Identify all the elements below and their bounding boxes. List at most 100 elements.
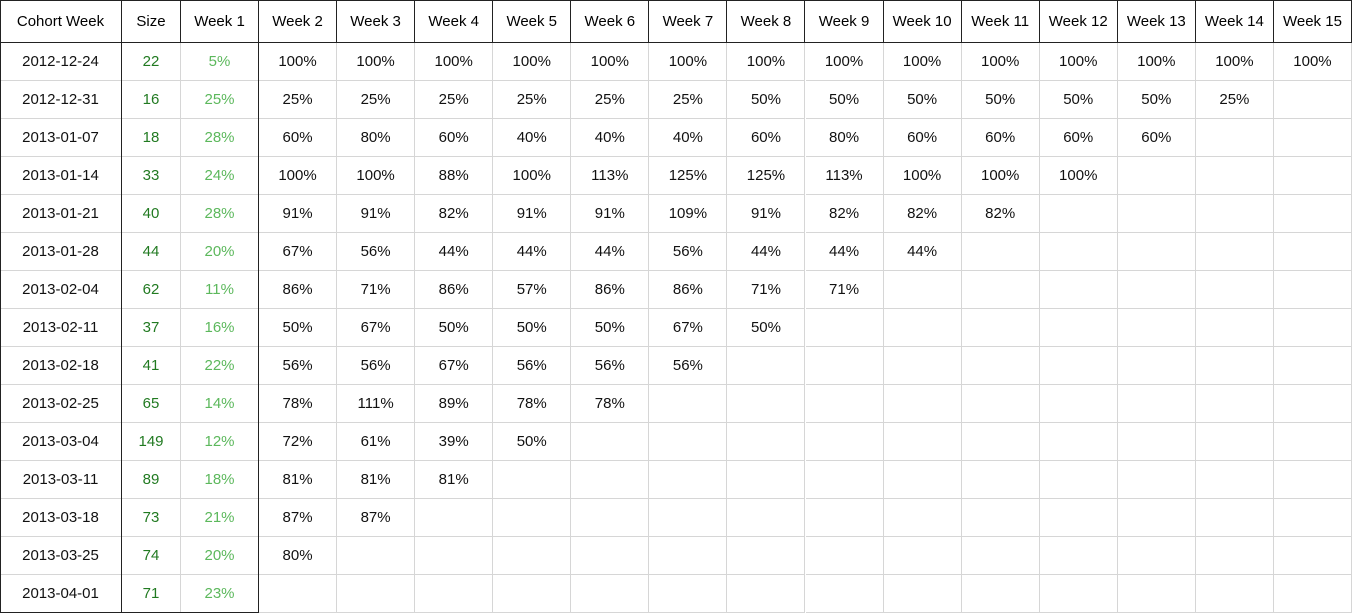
retention-cell: 56% xyxy=(259,347,338,385)
header-cell: Week 14 xyxy=(1195,0,1274,43)
retention-cell xyxy=(1273,119,1352,157)
retention-cell: 67% xyxy=(649,309,728,347)
retention-cell xyxy=(1039,195,1118,233)
retention-cell xyxy=(883,575,962,613)
retention-cell xyxy=(805,385,884,423)
retention-cell xyxy=(415,499,494,537)
retention-cell xyxy=(961,537,1040,575)
retention-cell xyxy=(1117,271,1196,309)
retention-cell: 100% xyxy=(883,43,962,81)
retention-cell: 91% xyxy=(727,195,806,233)
retention-cell xyxy=(1273,233,1352,271)
retention-cell xyxy=(961,499,1040,537)
retention-cell: 11% xyxy=(181,271,259,309)
retention-cell xyxy=(883,309,962,347)
retention-cell: 25% xyxy=(1195,81,1274,119)
retention-cell: 82% xyxy=(415,195,494,233)
retention-cell xyxy=(1039,499,1118,537)
retention-cell: 67% xyxy=(337,309,416,347)
retention-cell: 60% xyxy=(1117,119,1196,157)
retention-cell: 25% xyxy=(415,81,494,119)
retention-cell xyxy=(805,309,884,347)
retention-cell: 50% xyxy=(571,309,650,347)
retention-cell xyxy=(727,347,806,385)
retention-cell xyxy=(1195,537,1274,575)
retention-cell xyxy=(493,575,572,613)
border-line xyxy=(0,0,1,613)
retention-cell xyxy=(727,499,806,537)
retention-cell xyxy=(571,575,650,613)
retention-cell: 100% xyxy=(961,157,1040,195)
cohort-date: 2013-02-11 xyxy=(0,309,122,347)
retention-cell: 80% xyxy=(259,537,338,575)
retention-cell xyxy=(1039,423,1118,461)
retention-cell: 50% xyxy=(1117,81,1196,119)
retention-cell xyxy=(1195,119,1274,157)
retention-cell xyxy=(805,423,884,461)
retention-cell xyxy=(1195,233,1274,271)
retention-cell: 82% xyxy=(805,195,884,233)
retention-cell: 50% xyxy=(961,81,1040,119)
retention-cell xyxy=(337,537,416,575)
retention-cell xyxy=(1273,537,1352,575)
cohort-date: 2013-03-11 xyxy=(0,461,122,499)
retention-cell: 24% xyxy=(181,157,259,195)
retention-cell: 25% xyxy=(649,81,728,119)
cohort-date: 2013-01-21 xyxy=(0,195,122,233)
retention-cell: 100% xyxy=(1039,43,1118,81)
retention-cell xyxy=(1273,309,1352,347)
retention-cell xyxy=(883,271,962,309)
retention-cell: 40% xyxy=(649,119,728,157)
retention-cell: 100% xyxy=(415,43,494,81)
retention-cell xyxy=(1039,575,1118,613)
retention-cell: 20% xyxy=(181,537,259,575)
border-line xyxy=(258,0,259,613)
retention-cell xyxy=(805,347,884,385)
cohort-date: 2013-01-28 xyxy=(0,233,122,271)
cohort-size: 89 xyxy=(122,461,181,499)
cohort-date: 2013-02-18 xyxy=(0,347,122,385)
header-cell: Week 9 xyxy=(805,0,884,43)
cohort-size: 40 xyxy=(122,195,181,233)
retention-cell: 56% xyxy=(337,233,416,271)
retention-cell xyxy=(1117,575,1196,613)
retention-cell xyxy=(961,423,1040,461)
cohort-date: 2013-02-25 xyxy=(0,385,122,423)
cohort-date: 2013-01-07 xyxy=(0,119,122,157)
retention-cell xyxy=(1039,347,1118,385)
retention-cell xyxy=(649,461,728,499)
cohort-size: 73 xyxy=(122,499,181,537)
retention-cell: 25% xyxy=(337,81,416,119)
header-cell: Week 2 xyxy=(259,0,338,43)
retention-cell xyxy=(1117,461,1196,499)
retention-cell xyxy=(1195,157,1274,195)
header-cell: Week 1 xyxy=(181,0,259,43)
header-cell: Week 3 xyxy=(337,0,416,43)
retention-cell: 25% xyxy=(259,81,338,119)
retention-cell xyxy=(1195,423,1274,461)
cohort-date: 2013-03-04 xyxy=(0,423,122,461)
retention-cell: 14% xyxy=(181,385,259,423)
retention-cell: 100% xyxy=(1117,43,1196,81)
retention-cell: 100% xyxy=(1195,43,1274,81)
retention-cell xyxy=(1273,461,1352,499)
cohort-size: 65 xyxy=(122,385,181,423)
retention-cell xyxy=(883,385,962,423)
header-cell: Week 15 xyxy=(1273,0,1352,43)
cohort-date: 2013-01-14 xyxy=(0,157,122,195)
retention-cell: 72% xyxy=(259,423,338,461)
retention-cell xyxy=(415,537,494,575)
retention-cell: 87% xyxy=(337,499,416,537)
retention-cell: 80% xyxy=(337,119,416,157)
cohort-size: 22 xyxy=(122,43,181,81)
retention-cell xyxy=(1273,423,1352,461)
retention-cell xyxy=(1117,499,1196,537)
retention-cell: 113% xyxy=(571,157,650,195)
retention-cell xyxy=(1195,195,1274,233)
retention-cell: 50% xyxy=(805,81,884,119)
retention-cell: 16% xyxy=(181,309,259,347)
retention-cell: 71% xyxy=(337,271,416,309)
retention-cell: 25% xyxy=(571,81,650,119)
retention-cell: 18% xyxy=(181,461,259,499)
